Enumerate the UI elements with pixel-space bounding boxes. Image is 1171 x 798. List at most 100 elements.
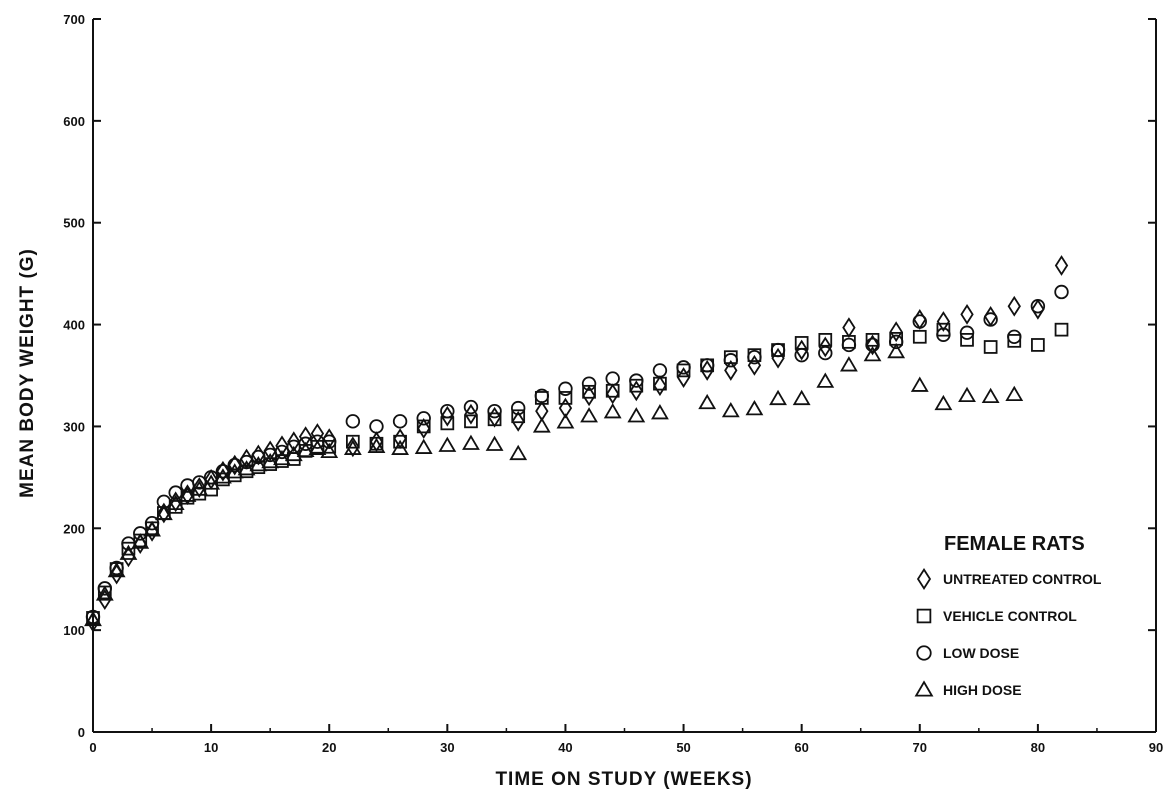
point-low-dose: [440, 403, 455, 419]
point-high-dose: [839, 356, 858, 372]
point-untreated-control: [1031, 298, 1045, 320]
legend-marker-untreated-control: [916, 567, 932, 591]
point-untreated-control: [960, 303, 974, 325]
point-vehicle-control: [865, 332, 880, 347]
point-untreated-control: [653, 375, 667, 397]
point-high-dose: [485, 435, 504, 451]
point-high-dose: [308, 439, 327, 455]
point-high-dose: [261, 452, 280, 469]
point-untreated-control: [287, 431, 301, 453]
point-low-dose: [215, 464, 231, 479]
point-low-dose: [629, 373, 644, 388]
point-low-dose: [416, 411, 431, 426]
point-high-dose: [721, 402, 740, 418]
y-tick-label: 500: [63, 216, 85, 231]
point-untreated-control: [1007, 295, 1021, 317]
point-low-dose: [97, 581, 113, 596]
legend: FEMALE RATS UNTREATED CONTROL VEHICLE CON…: [914, 533, 1102, 698]
point-high-dose: [627, 407, 646, 423]
point-vehicle-control: [416, 419, 431, 434]
x-axis-title: TIME ON STUDY (WEEKS): [495, 769, 752, 790]
x-tick-label: 0: [89, 740, 96, 755]
point-untreated-control: [889, 321, 903, 343]
point-high-dose: [698, 393, 717, 410]
point-low-dose: [652, 363, 668, 378]
point-untreated-control: [440, 405, 455, 427]
point-untreated-control: [558, 397, 573, 419]
series-low-dose: [85, 284, 1069, 625]
point-untreated-control: [228, 454, 242, 476]
point-untreated-control: [263, 440, 277, 462]
point-low-dose: [192, 475, 207, 490]
point-high-dose: [296, 441, 315, 458]
point-low-dose: [487, 403, 502, 419]
point-untreated-control: [700, 359, 714, 381]
point-vehicle-control: [912, 329, 927, 344]
point-high-dose: [391, 439, 410, 455]
point-vehicle-control: [558, 391, 573, 405]
point-vehicle-control: [322, 439, 337, 454]
point-low-dose: [605, 371, 620, 386]
point-low-dose: [85, 609, 101, 625]
point-untreated-control: [629, 380, 643, 402]
point-low-dose: [109, 560, 124, 576]
point-low-dose: [699, 358, 715, 373]
point-high-dose: [910, 376, 929, 392]
point-high-dose: [462, 434, 480, 450]
point-low-dose: [676, 360, 691, 375]
point-low-dose: [463, 399, 479, 415]
point-untreated-control: [310, 423, 325, 444]
y-axis: 0 100 200 300 400 500 600 700: [63, 12, 1156, 740]
x-tick-label: 60: [794, 740, 808, 755]
point-untreated-control: [157, 502, 171, 524]
y-tick-label: 600: [63, 114, 85, 129]
point-high-dose: [509, 444, 528, 461]
point-vehicle-control: [511, 409, 526, 424]
point-vehicle-control: [653, 376, 667, 391]
point-low-dose: [936, 327, 951, 342]
point-untreated-control: [582, 385, 596, 407]
point-high-dose: [320, 442, 339, 459]
point-high-dose: [792, 389, 811, 406]
point-untreated-control: [794, 339, 809, 361]
point-untreated-control: [771, 347, 785, 369]
point-untreated-control: [983, 306, 998, 327]
point-untreated-control: [606, 383, 620, 405]
point-high-dose: [273, 449, 291, 466]
point-high-dose: [934, 394, 953, 411]
point-high-dose: [981, 387, 1000, 404]
x-tick-label: 40: [558, 740, 572, 755]
point-low-dose: [239, 454, 254, 470]
point-high-dose: [95, 585, 114, 601]
point-low-dose: [1030, 299, 1046, 314]
point-high-dose: [745, 399, 764, 416]
point-low-dose: [581, 376, 597, 391]
point-high-dose: [1005, 385, 1024, 402]
point-vehicle-control: [936, 322, 951, 337]
point-high-dose: [816, 372, 835, 388]
point-high-dose: [651, 404, 669, 420]
x-tick-label: 80: [1031, 740, 1045, 755]
point-low-dose: [168, 485, 183, 500]
point-high-dose: [119, 544, 138, 560]
point-untreated-control: [393, 428, 407, 450]
y-tick-label: 100: [63, 623, 85, 638]
point-high-dose: [284, 445, 303, 462]
point-high-dose: [166, 494, 185, 510]
point-vehicle-control: [464, 414, 478, 429]
legend-title: FEMALE RATS: [944, 533, 1085, 555]
point-vehicle-control: [983, 340, 998, 354]
legend-marker-vehicle-control: [916, 608, 932, 624]
point-vehicle-control: [1007, 334, 1022, 348]
x-tick-label: 20: [322, 740, 336, 755]
point-low-dose: [912, 314, 927, 329]
point-untreated-control: [936, 311, 951, 332]
point-untreated-control: [842, 317, 856, 339]
point-high-dose: [107, 561, 126, 578]
x-tick-label: 50: [676, 740, 690, 755]
point-low-dose: [392, 414, 408, 429]
point-low-dose: [770, 342, 786, 358]
plot-frame: [92, 18, 1157, 733]
legend-marker-high-dose: [914, 680, 934, 697]
